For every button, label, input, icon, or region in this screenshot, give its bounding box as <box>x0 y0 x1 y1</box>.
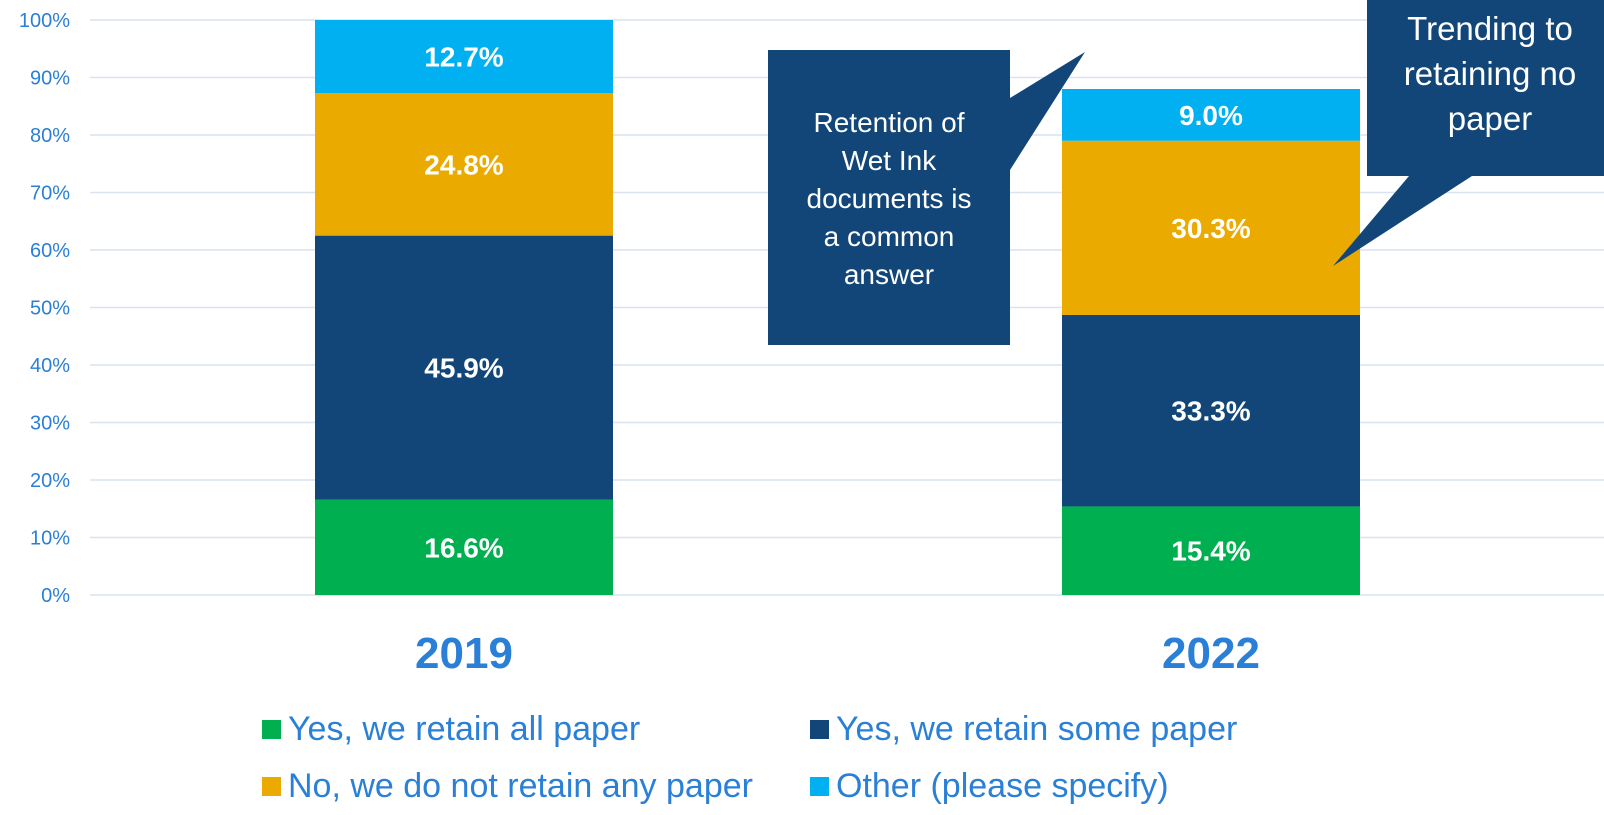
callout-line: retaining no <box>1404 55 1576 92</box>
bar-segment <box>1062 314 1360 507</box>
x-axis-categories: 2019 2022 <box>415 629 1260 678</box>
callout-line: paper <box>1448 100 1532 137</box>
y-tick-label: 70% <box>30 183 70 205</box>
bar-segment <box>315 20 613 94</box>
callout-wet-ink-box <box>768 50 1085 345</box>
x-category-label: 2022 <box>1162 629 1260 678</box>
y-tick-label: 100% <box>19 10 70 32</box>
callout-wet-ink: Retention of Wet Ink documents is a common a… <box>768 50 1085 345</box>
data-label: 30.3% <box>1171 213 1250 244</box>
bars <box>315 20 1360 595</box>
bar-segment <box>1062 140 1360 315</box>
y-tick-label: 20% <box>30 470 70 492</box>
legend-swatch <box>262 720 281 739</box>
legend-label: Yes, we retain all paper <box>288 710 640 748</box>
bar-segment <box>315 235 613 500</box>
data-label: 33.3% <box>1171 396 1250 427</box>
callout-line: a common <box>824 221 955 252</box>
bar-segment <box>1062 89 1360 141</box>
callout-trending: Trending to retaining no paper <box>1333 0 1604 266</box>
callout-line: Trending to <box>1407 10 1573 47</box>
y-tick-label: 80% <box>30 125 70 147</box>
y-tick-label: 40% <box>30 355 70 377</box>
data-label: 16.6% <box>424 532 503 563</box>
y-tick-label: 90% <box>30 68 70 90</box>
legend: Yes, we retain all paper Yes, we retain s… <box>262 710 1237 805</box>
data-label: 15.4% <box>1171 536 1250 567</box>
bar-segment <box>1062 506 1360 595</box>
legend-swatch <box>810 720 829 739</box>
y-tick-label: 30% <box>30 413 70 435</box>
legend-label: Other (please specify) <box>836 767 1169 805</box>
legend-label: Yes, we retain some paper <box>836 710 1237 748</box>
callout-line: Wet Ink <box>842 145 937 176</box>
x-category-label: 2019 <box>415 629 513 678</box>
callout-line: answer <box>844 259 934 290</box>
callout-line: documents is <box>807 183 972 214</box>
y-tick-label: 50% <box>30 298 70 320</box>
callout-trending-box <box>1333 0 1604 266</box>
legend-swatch <box>810 777 829 796</box>
legend-swatch <box>262 777 281 796</box>
bar-segment <box>315 93 613 236</box>
data-labels: 16.6% 45.9% 24.8% 12.7% 15.4% 33.3% 30.3% 9.0% <box>424 42 1250 567</box>
callout-line: Retention of <box>814 107 965 138</box>
y-axis-ticks: 0% 10% 20% 30% 40% 50% 60% 70% 80% 90% 100% <box>19 10 70 607</box>
callout-trending-text: Trending to retaining no paper <box>1404 10 1576 137</box>
legend-label: No, we do not retain any paper <box>288 767 753 805</box>
y-tick-label: 60% <box>30 240 70 262</box>
data-label: 24.8% <box>424 149 503 180</box>
callout-wet-ink-text: Retention of Wet Ink documents is a common a… <box>807 107 972 290</box>
data-label: 45.9% <box>424 353 503 384</box>
y-tick-label: 0% <box>41 585 70 607</box>
data-label: 9.0% <box>1179 100 1243 131</box>
y-tick-label: 10% <box>30 528 70 550</box>
bar-segment <box>315 499 613 595</box>
data-label: 12.7% <box>424 42 503 73</box>
